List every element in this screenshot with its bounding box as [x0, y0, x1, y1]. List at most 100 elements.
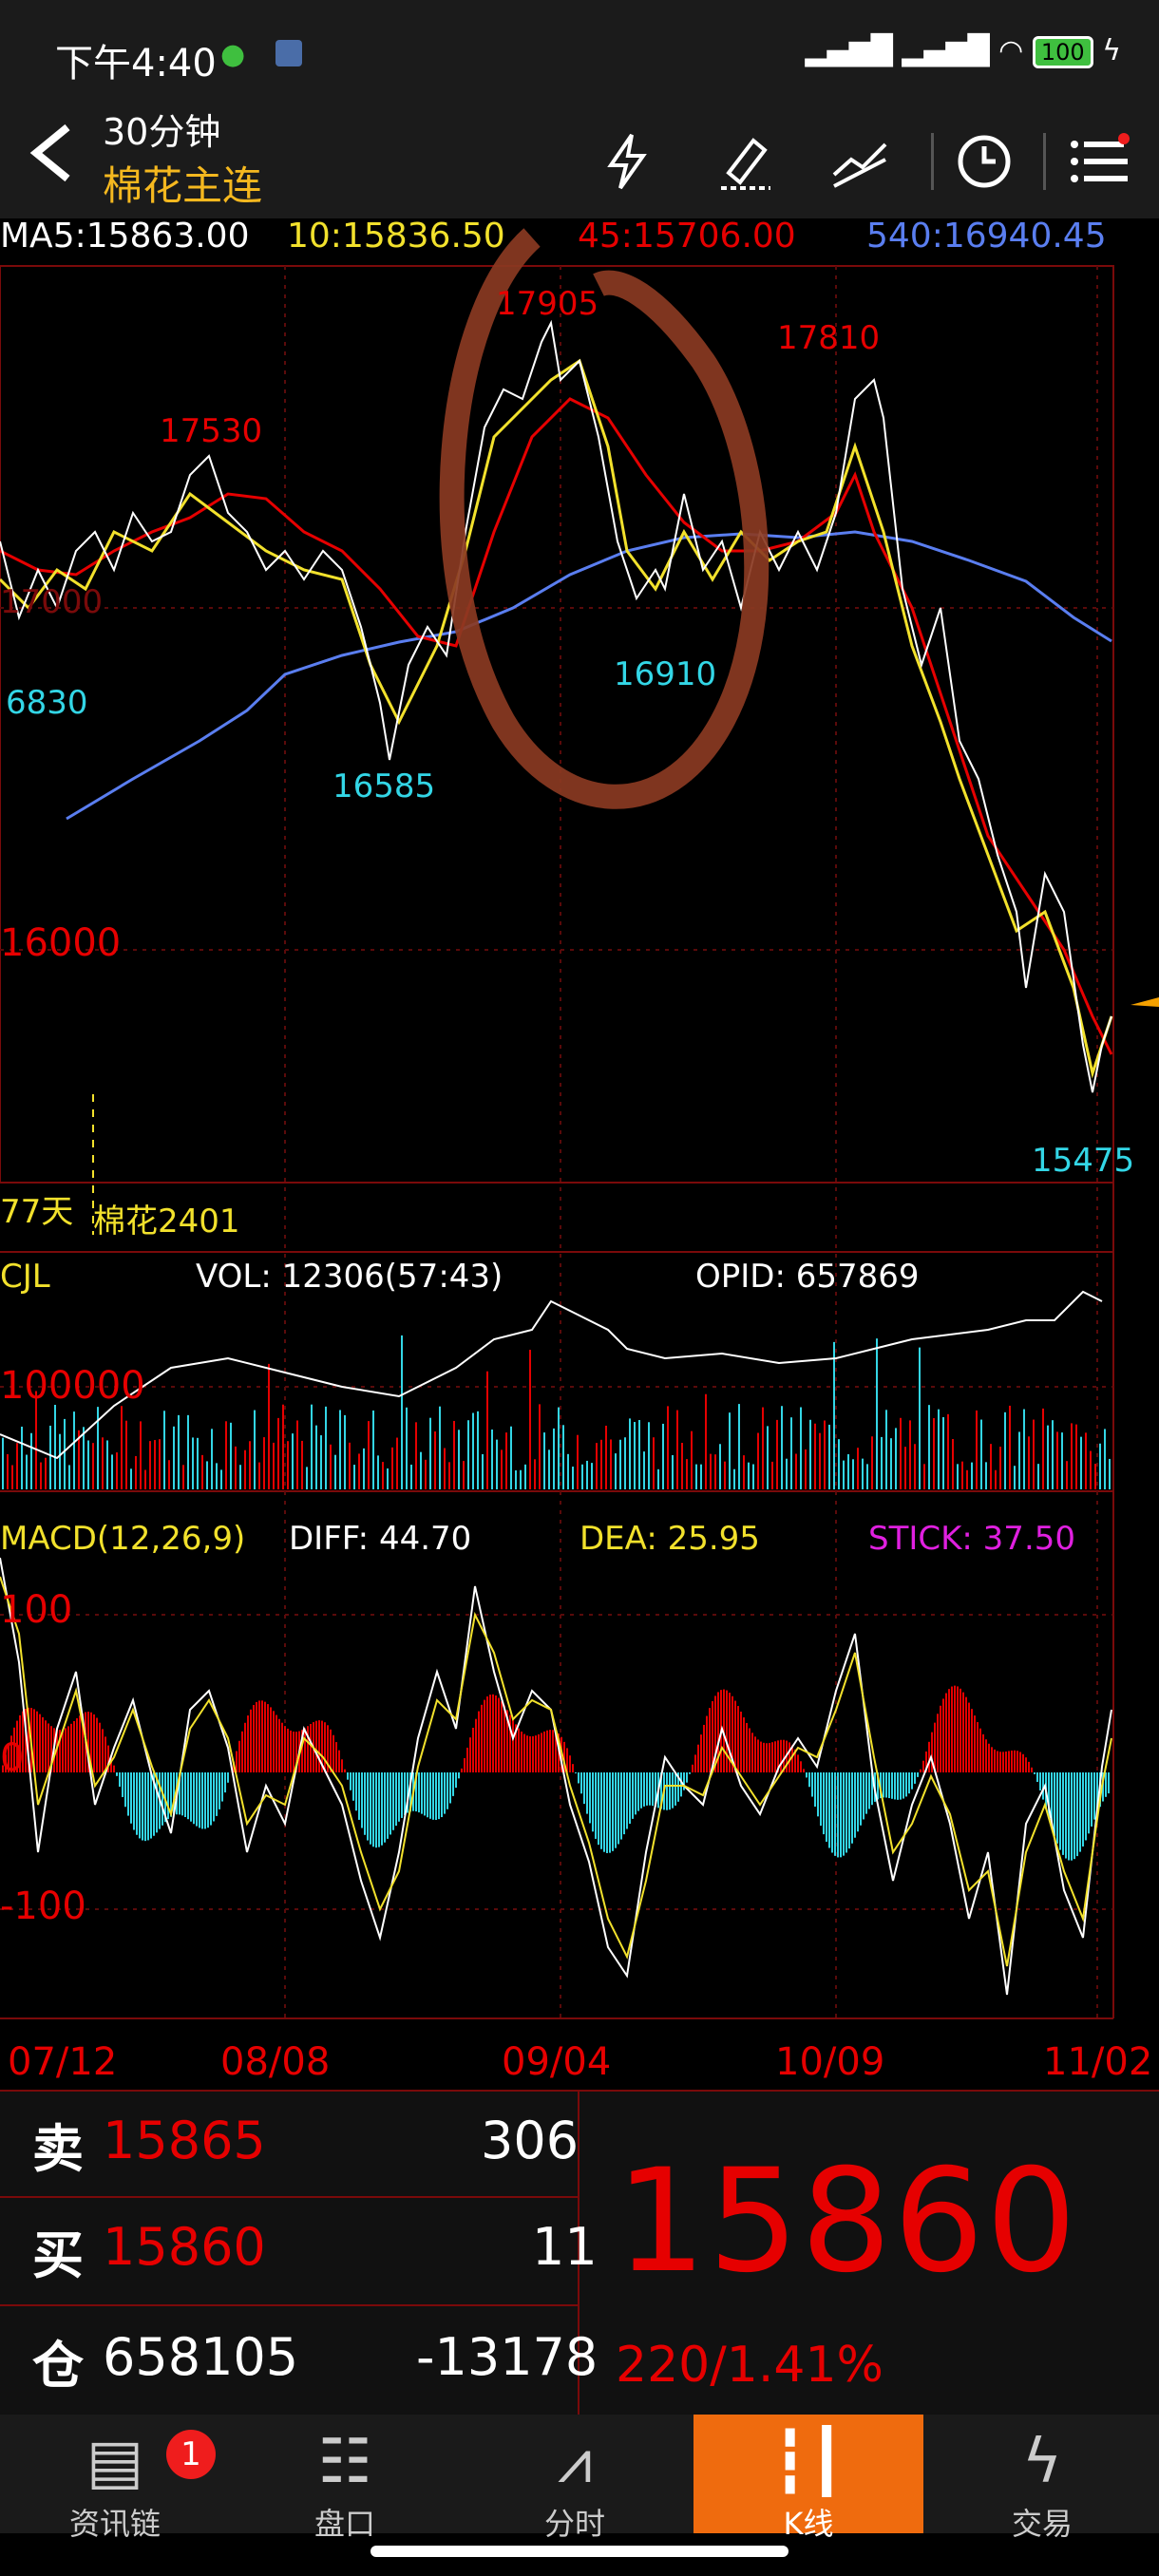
macd-bar [350, 1772, 352, 1790]
tab-kline[interactable]: ┇┃ K线 [694, 2415, 923, 2542]
history-button[interactable] [946, 123, 1022, 199]
macd-bar [797, 1754, 799, 1772]
macd-bar [660, 1772, 662, 1809]
macd-bar [204, 1772, 206, 1829]
macd-bar [709, 1708, 711, 1772]
price-change: 220/1.41% [616, 2337, 884, 2394]
macd-bar [335, 1742, 337, 1772]
volume-bar [781, 1406, 783, 1489]
macd-bar [256, 1701, 257, 1772]
macd-bar [937, 1714, 939, 1772]
macd-bar [181, 1772, 183, 1816]
volume-bar [249, 1441, 251, 1489]
volume-bar [1071, 1423, 1073, 1489]
volume-bar [814, 1423, 816, 1489]
macd-bar [162, 1772, 163, 1826]
tab-order-book[interactable]: ☷ 盘口 [230, 2415, 460, 2542]
volume-bar [102, 1437, 104, 1489]
volume-indicator-label[interactable]: CJL [0, 1258, 50, 1296]
menu-button[interactable] [1062, 123, 1138, 199]
macd-bar [609, 1772, 611, 1853]
volume-bar [600, 1439, 602, 1489]
macd-bar [136, 1772, 138, 1835]
macd-bar [247, 1715, 249, 1772]
macd-bar [515, 1724, 517, 1772]
volume-bar [729, 1412, 731, 1489]
volume-bar [653, 1437, 655, 1489]
volume-bar [985, 1462, 987, 1489]
macd-bar [532, 1735, 534, 1772]
macd-bar [1016, 1751, 1018, 1772]
volume-bar [1028, 1436, 1030, 1489]
macd-bar [62, 1729, 64, 1772]
macd-bar [1088, 1772, 1090, 1834]
volume-bar [805, 1449, 807, 1489]
macd-bar [201, 1772, 203, 1829]
volume-bar [776, 1419, 778, 1489]
indicator-button[interactable] [823, 123, 899, 199]
macd-bar [1034, 1772, 1036, 1774]
volume-bar [420, 1451, 422, 1489]
volume-bar [638, 1420, 640, 1489]
tab-trade[interactable]: ϟ 交易 [927, 2415, 1157, 2542]
macd-bar [2, 1765, 4, 1772]
macd-bar [461, 1768, 463, 1772]
volume-bar [496, 1439, 498, 1489]
volume-bar [1023, 1409, 1025, 1489]
macd-bar [632, 1772, 634, 1819]
volume-bar [800, 1407, 802, 1489]
volume-bar [999, 1447, 1001, 1489]
draw-button[interactable] [708, 123, 784, 199]
macd-bar [210, 1772, 212, 1826]
macd-bar [150, 1772, 152, 1839]
macd-bar [390, 1772, 391, 1835]
macd-bar [464, 1757, 466, 1772]
tab-intraday[interactable]: ⩘ 分时 [460, 2415, 690, 2542]
volume-bar [591, 1463, 593, 1489]
back-button[interactable] [25, 120, 82, 201]
macd-bar [107, 1745, 109, 1772]
macd-indicator-label[interactable]: MACD(12,26,9) [0, 1520, 246, 1558]
macd-bar [726, 1690, 728, 1772]
macd-bar [623, 1772, 625, 1835]
macd-bar [65, 1728, 66, 1772]
macd-bar [407, 1772, 408, 1813]
macd-bar [1005, 1751, 1007, 1772]
lightning-button[interactable] [589, 123, 665, 199]
macd-bar [253, 1705, 255, 1772]
macd-bar [42, 1716, 44, 1772]
macd-bar [523, 1733, 525, 1772]
volume-bars [2, 1335, 1111, 1489]
macd-bar [170, 1772, 172, 1817]
macd-bar [301, 1730, 303, 1772]
volume-bar [448, 1462, 450, 1489]
volume-bar [68, 1465, 70, 1489]
volume-bar [301, 1440, 303, 1489]
macd-bar [629, 1772, 631, 1825]
macd-bar [925, 1751, 927, 1772]
macd-bar [352, 1772, 354, 1801]
tab-news[interactable]: ▤ 资讯链 [0, 2415, 230, 2542]
volume-bar [710, 1453, 712, 1489]
macd-bar [837, 1772, 839, 1858]
macd-bar [760, 1741, 762, 1772]
volume-bar [719, 1444, 721, 1489]
high-label-17905: 17905 [496, 285, 599, 323]
macd-bar [894, 1772, 896, 1800]
macd-bar [438, 1772, 440, 1820]
opid-line [0, 1290, 1103, 1460]
kline-chart[interactable] [0, 0, 1159, 2090]
macd-bar [999, 1752, 1001, 1772]
home-indicator[interactable] [370, 2546, 788, 2557]
volume-bar [54, 1405, 56, 1489]
volume-bar [577, 1434, 579, 1489]
macd-bar [897, 1772, 899, 1800]
open-interest-label: 仓 [32, 2336, 84, 2396]
macd-bar [404, 1772, 406, 1815]
volume-bar [1042, 1408, 1044, 1489]
macd-bar [672, 1772, 674, 1809]
buy-price[interactable]: 15860 [103, 2217, 266, 2277]
macd-bar [954, 1685, 956, 1772]
macd-bar [332, 1734, 334, 1772]
sell-price[interactable]: 15865 [103, 2111, 266, 2170]
